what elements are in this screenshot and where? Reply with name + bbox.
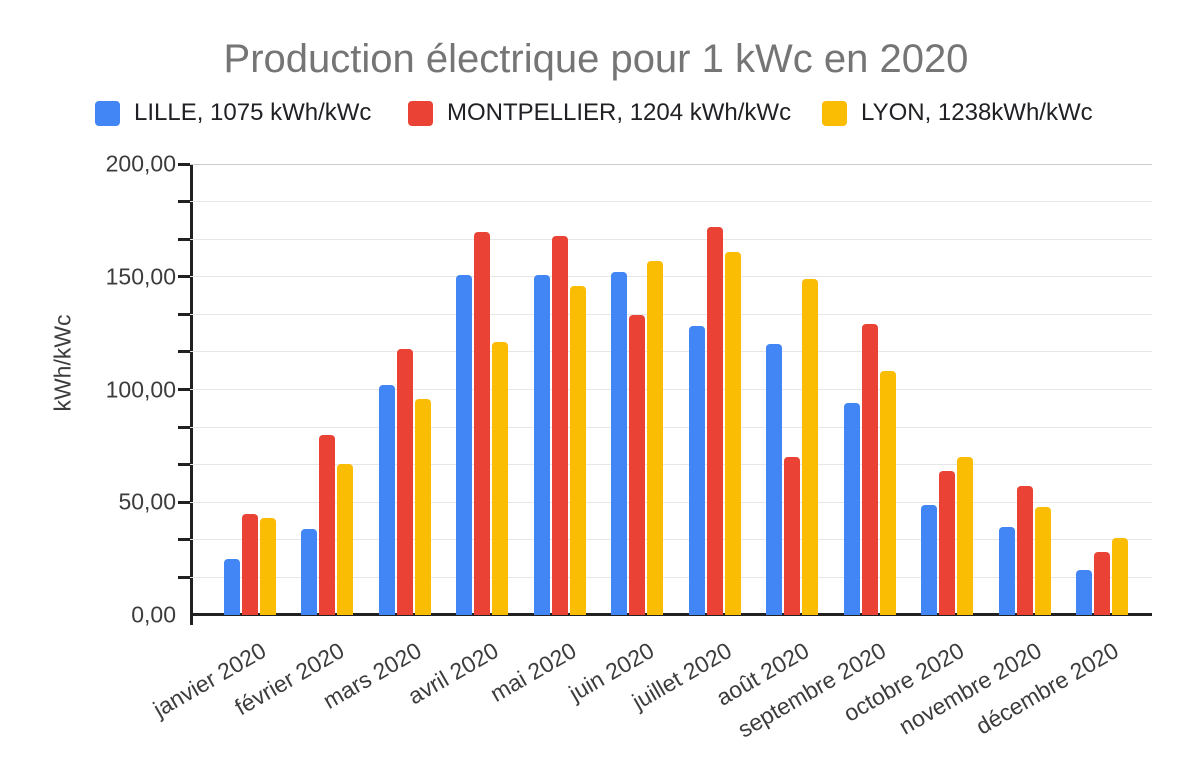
bar-montpellier-mars-2020 (396, 348, 413, 615)
bar-montpellier-octobre-2020 (939, 470, 955, 615)
legend-label-montpellier: MONTPELLIER, 1204 kWh/kWc (447, 99, 792, 126)
bar-group-novembre-2020 (998, 164, 1051, 615)
bar-lille-juin-2020 (611, 272, 627, 615)
bar-montpellier-août-2020 (784, 457, 800, 615)
legend-swatch-lille-icon (95, 100, 120, 126)
gridline (190, 426, 1152, 428)
bar-montpellier-avril-2020 (474, 231, 490, 615)
bar-group-septembre-2020 (843, 164, 896, 615)
bar-lyon-février-2020 (337, 463, 353, 615)
legend-item-montpellier: MONTPELLIER, 1204 kWh/kWc (408, 99, 791, 127)
bar-montpellier-septembre-2020 (861, 324, 878, 615)
x-axis-line (190, 613, 1152, 616)
x-axis-label-wrap: décembre 2020 (810, 637, 1123, 739)
bar-lyon-septembre-2020 (879, 371, 896, 615)
legend-label-lyon: LYON, 1238kWh/kWc (861, 99, 1093, 126)
legend-swatch-montpellier-icon (408, 100, 433, 126)
legend-label-lille: LILLE, 1075 kWh/kWc (134, 99, 372, 126)
bar-lyon-juin-2020 (647, 260, 663, 615)
bar-group-juin-2020 (611, 164, 663, 615)
bar-group-décembre-2020 (1076, 164, 1128, 615)
bar-montpellier-janvier-2020 (241, 513, 258, 615)
bar-lyon-janvier-2020 (259, 518, 276, 615)
bar-lyon-novembre-2020 (1034, 506, 1051, 615)
gridline (190, 163, 1152, 165)
bar-group-janvier-2020 (223, 164, 276, 615)
bar-lyon-mars-2020 (414, 398, 431, 615)
y-axis-tick (178, 350, 190, 354)
y-axis-labels: 0,00 50,00 100,00 150,00 200,00 (0, 151, 176, 628)
y-axis-line (190, 164, 193, 625)
bar-lille-septembre-2020 (843, 403, 860, 615)
gridline (190, 276, 1152, 278)
y-axis-tick (178, 162, 190, 166)
bar-lille-mars-2020 (378, 385, 395, 615)
bar-montpellier-novembre-2020 (1016, 486, 1033, 615)
bar-group-avril-2020 (456, 164, 508, 615)
y-axis-tick (178, 538, 190, 542)
bar-lille-décembre-2020 (1076, 569, 1092, 615)
bar-montpellier-février-2020 (319, 434, 335, 615)
bar-lyon-août-2020 (802, 279, 818, 615)
bar-lille-juillet-2020 (688, 326, 705, 615)
y-axis-tick-label: 0,00 (131, 601, 176, 628)
legend-swatch-lyon-icon (822, 100, 847, 126)
bar-lyon-décembre-2020 (1112, 538, 1128, 615)
y-axis-tick-label: 100,00 (105, 376, 176, 402)
bar-lyon-avril-2020 (492, 342, 508, 615)
y-axis-tick (178, 275, 190, 279)
bar-lille-février-2020 (301, 529, 317, 615)
gridline (190, 238, 1152, 240)
bar-lille-mai-2020 (533, 274, 550, 615)
y-axis-tick (178, 200, 190, 204)
bar-lyon-octobre-2020 (957, 457, 973, 615)
bar-lille-octobre-2020 (921, 504, 937, 615)
y-axis-tick (178, 312, 190, 316)
gridline (190, 313, 1152, 315)
bar-lyon-juillet-2020 (724, 251, 741, 615)
legend-item-lille: LILLE, 1075 kWh/kWc (95, 99, 371, 127)
bar-lille-janvier-2020 (223, 558, 240, 615)
bar-group-février-2020 (301, 164, 353, 615)
bar-montpellier-mai-2020 (551, 236, 568, 615)
y-axis-tick (178, 500, 190, 504)
bar-lyon-mai-2020 (569, 285, 586, 615)
gridline (190, 201, 1152, 203)
bar-montpellier-décembre-2020 (1094, 551, 1110, 615)
gridline (190, 351, 1152, 353)
y-axis-tick (178, 425, 190, 429)
gridline (190, 389, 1152, 390)
gridline (190, 501, 1152, 503)
bar-group-mai-2020 (533, 164, 586, 615)
y-axis-tick-label: 200,00 (105, 150, 176, 177)
bar-montpellier-juin-2020 (629, 315, 645, 615)
gridline (190, 576, 1152, 578)
y-axis-tick (178, 463, 190, 467)
gridline (190, 539, 1152, 541)
chart-title: Production électrique pour 1 kWc en 2020 (223, 37, 969, 81)
bar-group-août-2020 (766, 164, 818, 615)
y-axis-tick-label: 150,00 (105, 263, 176, 290)
legend-item-lyon: LYON, 1238kWh/kWc (822, 99, 1093, 127)
plot-area (178, 162, 1152, 625)
y-axis-tick (178, 388, 190, 391)
bar-group-juillet-2020 (688, 164, 741, 615)
bar-lille-avril-2020 (456, 274, 472, 615)
y-axis-tick (178, 575, 190, 579)
bar-group-mars-2020 (378, 164, 431, 615)
bar-montpellier-juillet-2020 (706, 227, 723, 615)
bar-lille-novembre-2020 (998, 527, 1015, 615)
y-axis-tick (178, 237, 190, 241)
bar-lille-août-2020 (766, 344, 782, 615)
gridline (190, 464, 1152, 466)
bar-group-octobre-2020 (921, 164, 973, 615)
y-axis-tick-label: 50,00 (118, 488, 176, 515)
